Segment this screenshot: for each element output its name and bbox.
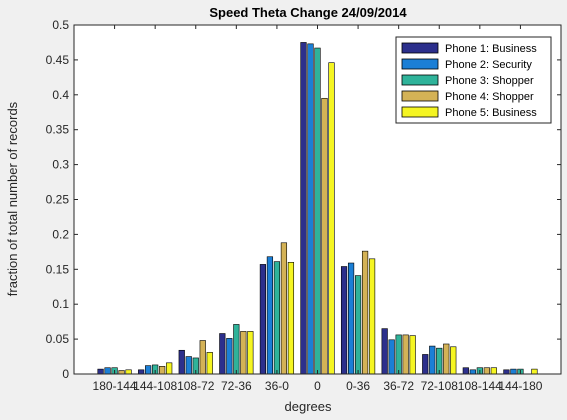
x-tick-label: 108-144 bbox=[458, 379, 502, 393]
bar bbox=[199, 340, 206, 375]
bar bbox=[483, 367, 490, 375]
x-axis-label: degrees bbox=[285, 399, 332, 414]
bar bbox=[240, 331, 247, 375]
bar bbox=[226, 338, 233, 375]
x-tick-label: 0-36 bbox=[346, 379, 370, 393]
x-tick-label: 108-72 bbox=[177, 379, 215, 393]
x-tick-label: 180-144 bbox=[93, 379, 137, 393]
bar bbox=[340, 266, 348, 375]
bar bbox=[125, 369, 132, 375]
legend-label: Phone 2: Security bbox=[445, 59, 532, 71]
y-tick-label: 0.5 bbox=[52, 18, 69, 32]
chart-title: Speed Theta Change 24/09/2014 bbox=[209, 5, 407, 20]
bar bbox=[402, 334, 409, 375]
bar bbox=[490, 367, 497, 375]
bar bbox=[104, 367, 111, 375]
bar bbox=[388, 339, 395, 375]
bar bbox=[450, 346, 457, 375]
bar bbox=[422, 354, 429, 375]
y-tick-label: 0.1 bbox=[52, 297, 69, 311]
y-axis-label: fraction of total number of records bbox=[5, 101, 20, 296]
bar bbox=[368, 258, 376, 375]
bar bbox=[159, 366, 166, 375]
bar bbox=[118, 370, 125, 375]
x-tick-label: 144-108 bbox=[133, 379, 177, 393]
legend-label: Phone 1: Business bbox=[445, 43, 537, 55]
legend-label: Phone 4: Shopper bbox=[445, 91, 534, 103]
legend-label: Phone 3: Shopper bbox=[445, 75, 534, 87]
bar bbox=[531, 368, 538, 375]
bar bbox=[354, 275, 362, 375]
bar bbox=[307, 43, 314, 375]
bar bbox=[409, 335, 416, 375]
x-tick-label: 0 bbox=[314, 379, 321, 393]
bar bbox=[287, 262, 295, 375]
x-tick-label: 72-36 bbox=[221, 379, 252, 393]
bar bbox=[219, 333, 226, 375]
y-tick-label: 0.3 bbox=[52, 158, 69, 172]
bar bbox=[510, 368, 517, 375]
bar bbox=[138, 369, 145, 375]
bar bbox=[166, 362, 173, 375]
y-tick-label: 0.15 bbox=[46, 262, 70, 276]
x-tick-label: 144-180 bbox=[498, 379, 542, 393]
bar bbox=[361, 250, 369, 375]
bar bbox=[381, 328, 388, 375]
bar bbox=[503, 369, 510, 375]
y-tick-label: 0.25 bbox=[46, 193, 70, 207]
legend-swatch bbox=[401, 42, 439, 54]
y-tick-label: 0.45 bbox=[46, 53, 70, 67]
y-tick-label: 0.05 bbox=[46, 332, 70, 346]
bar bbox=[206, 352, 213, 375]
bar bbox=[185, 356, 192, 375]
x-tick-label: 36-0 bbox=[265, 379, 289, 393]
bar bbox=[300, 42, 307, 375]
bar bbox=[443, 343, 450, 375]
bar bbox=[328, 62, 335, 375]
bar bbox=[266, 256, 274, 375]
bar bbox=[178, 349, 185, 375]
bar bbox=[462, 367, 469, 375]
x-tick-label: 36-72 bbox=[383, 379, 414, 393]
y-tick-label: 0.35 bbox=[46, 123, 70, 137]
y-tick-label: 0 bbox=[62, 367, 69, 381]
legend-swatch bbox=[401, 106, 439, 118]
y-axis: 0 0.05 0.1 0.15 0.2 0.25 0.3 0.35 0.4 0.45 0.5 bbox=[46, 18, 561, 381]
legend-label: Phone 5: Business bbox=[445, 107, 537, 119]
legend: Phone 1: Business Phone 2: Security Phone … bbox=[395, 36, 552, 124]
bar bbox=[145, 365, 152, 375]
bar bbox=[97, 368, 104, 375]
bar bbox=[314, 47, 321, 375]
y-tick-label: 0.4 bbox=[52, 88, 69, 102]
bar bbox=[247, 331, 254, 375]
bar bbox=[347, 262, 355, 375]
legend-swatch bbox=[401, 90, 439, 102]
legend-swatch bbox=[401, 74, 439, 86]
bar bbox=[395, 334, 402, 375]
bar bbox=[469, 369, 476, 375]
bar bbox=[321, 97, 328, 375]
bar bbox=[233, 324, 240, 375]
x-tick-label: 72-108 bbox=[421, 379, 459, 393]
bar bbox=[259, 264, 267, 375]
legend-swatch bbox=[401, 58, 439, 70]
bar bbox=[429, 345, 436, 375]
bar bbox=[273, 261, 281, 375]
bar bbox=[280, 242, 288, 375]
y-tick-label: 0.2 bbox=[52, 227, 69, 241]
